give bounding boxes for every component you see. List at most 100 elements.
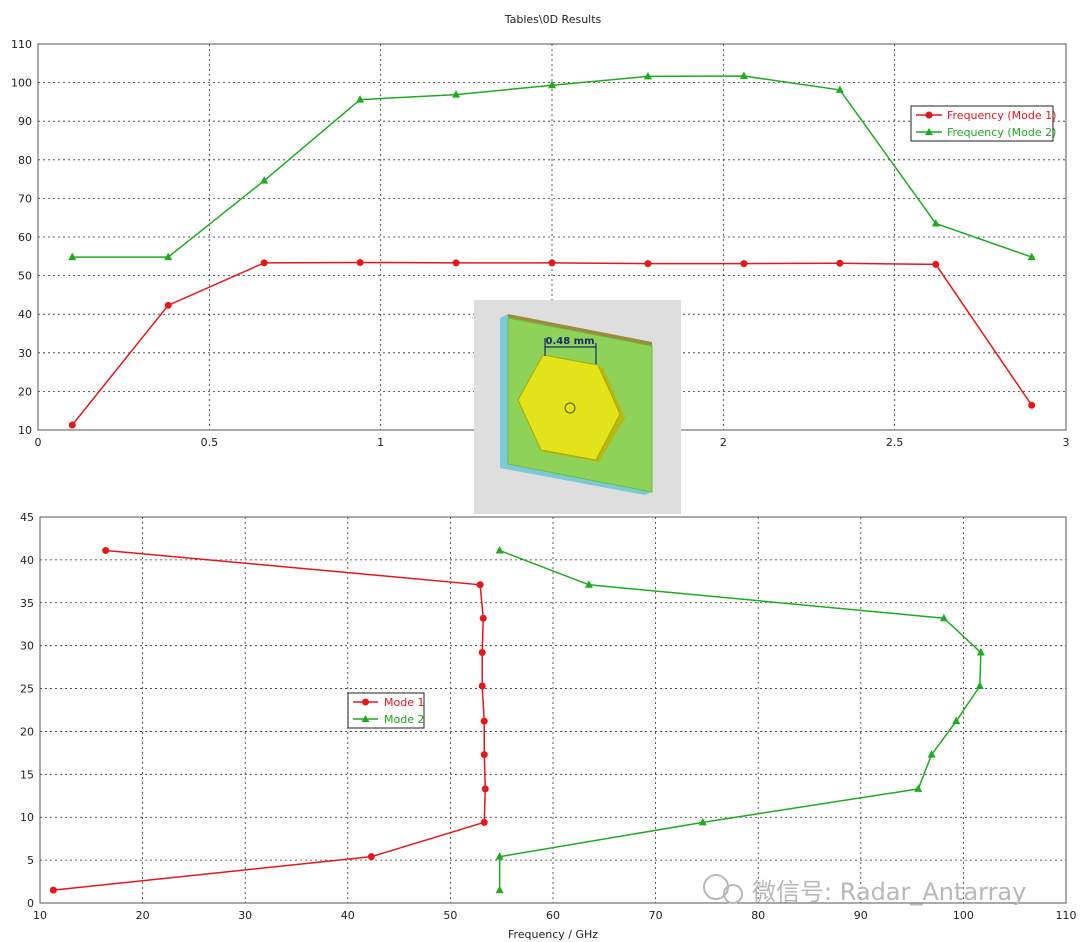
legend-label-frequency-mode1: Frequency (Mode 1) [947,109,1056,122]
top-chart-ticks: 0 0.5 1 2 2.5 3 10 20 30 40 50 60 70 80 90 100 110 [11,38,1070,449]
bottom-y-tick-label: 40 [20,554,34,567]
bottom-point-mode1 [481,785,489,793]
bottom-point-mode1 [480,751,488,759]
legend-marker-mode2 [925,128,933,135]
legend-label-mode1: Mode 1 [384,696,424,709]
bottom-chart-xlabel: Frequency / GHz [508,928,598,941]
feed-point [564,402,576,414]
top-y-tick-label: 10 [18,424,32,437]
top-point-mode2 [643,71,652,80]
bottom-point-mode1 [478,682,486,690]
bottom-point-mode1 [367,853,375,861]
top-chart: Tables\0D Results 0 0.5 1 2 2.5 3 10 20 30 40 50 60… [11,13,1070,449]
top-point-mode1 [356,258,364,266]
bottom-chart-grid [40,517,1066,903]
top-chart-title: Tables\0D Results [504,13,602,26]
bottom-point-mode2 [976,648,985,656]
top-point-mode1 [932,260,940,268]
bottom-point-mode1 [49,886,57,894]
top-x-tick-label: 2 [720,436,727,449]
top-point-mode2 [931,218,940,227]
top-point-mode2 [1027,252,1036,261]
bottom-x-tick-label: 70 [649,909,663,922]
legend-marker-b-mode2 [361,715,370,722]
top-chart-grid [38,44,1066,430]
top-y-tick-label: 40 [18,308,32,321]
top-x-tick-label: 0.5 [201,436,219,449]
top-y-tick-label: 70 [18,192,32,205]
substrate-edge [500,314,508,468]
top-point-mode2 [739,71,748,80]
top-point-mode2 [68,252,77,261]
bottom-point-mode1 [476,581,484,589]
top-y-tick-label: 80 [18,154,32,167]
bottom-point-mode1 [480,818,488,826]
wechat-icon-inner [723,884,743,904]
bottom-x-tick-label: 110 [1056,909,1077,922]
bottom-x-tick-label: 80 [751,909,765,922]
top-chart-legend: Frequency (Mode 1) Frequency (Mode 2) [910,105,1056,142]
top-point-mode2 [164,252,173,261]
bottom-y-tick-label: 15 [20,768,34,781]
top-point-mode1 [452,259,460,267]
bottom-point-mode2 [975,681,984,689]
top-point-mode2 [452,90,461,98]
bottom-x-tick-label: 50 [443,909,457,922]
top-point-mode1 [740,260,748,268]
bottom-point-mode2 [939,613,948,622]
bottom-chart-plot-frame [39,516,1067,904]
bottom-x-tick-label: 40 [341,909,355,922]
bottom-point-mode2 [584,580,593,588]
bottom-y-tick-label: 0 [27,897,34,910]
watermark-text: 微信号: Radar_Antarray [752,878,1026,906]
top-point-mode1 [836,259,844,267]
bottom-y-tick-label: 45 [20,511,34,524]
top-y-tick-label: 110 [11,38,32,51]
bottom-chart-ticks: 10 20 30 40 50 60 70 80 90 100 110 0 5 10 15 20 25 30 35 40… [20,511,1077,922]
top-x-tick-label: 0 [35,436,42,449]
bottom-x-tick-label: 100 [953,909,974,922]
top-point-mode1 [164,301,172,309]
bottom-x-tick-label: 10 [33,909,47,922]
dimension-label: 0.48 mm [546,336,595,347]
antenna-model-inset: 0.48 mm [474,300,681,514]
bottom-point-mode1 [480,717,488,725]
legend-label-frequency-mode2: Frequency (Mode 2) [947,126,1056,139]
watermark: 微信号: Radar_Antarray [703,874,1026,906]
top-x-tick-label: 3 [1063,436,1070,449]
top-y-tick-label: 30 [18,347,32,360]
top-point-mode1 [68,421,76,429]
top-chart-legend-box [910,105,1054,142]
bottom-point-mode1 [479,614,487,622]
top-point-mode2 [356,95,365,103]
top-x-tick-label: 2.5 [886,436,904,449]
top-x-tick-label: 1 [377,436,384,449]
top-y-tick-label: 20 [18,385,32,398]
top-y-tick-label: 50 [18,270,32,283]
substrate-bottom-edge [500,464,652,495]
bottom-y-tick-label: 35 [20,597,34,610]
board-top-edge [508,314,652,346]
bottom-chart-legend: Mode 1 Mode 2 [347,692,425,729]
bottom-point-mode2 [698,817,707,826]
bottom-point-mode2 [495,545,504,554]
top-point-mode2 [548,80,556,89]
bottom-y-tick-label: 20 [20,725,34,738]
bottom-point-mode2 [495,852,504,860]
bottom-y-tick-label: 30 [20,640,34,653]
bottom-point-mode2 [914,784,923,792]
top-point-mode1 [260,259,268,267]
legend-marker-mode1 [925,111,933,119]
legend-marker-b-mode1 [362,698,369,706]
bottom-x-tick-label: 90 [854,909,868,922]
top-point-mode2 [260,176,269,184]
bottom-chart-legend-box [347,692,425,729]
top-point-mode2 [835,85,844,93]
bottom-point-mode2 [495,885,504,894]
bottom-y-tick-label: 5 [27,854,34,867]
top-point-mode1 [1028,401,1036,409]
bottom-y-tick-label: 10 [20,811,34,824]
bottom-y-tick-label: 25 [20,683,34,696]
bottom-chart: 10 20 30 40 50 60 70 80 90 100 110 0 5 10 15 20 25 30 35 40… [20,511,1077,941]
